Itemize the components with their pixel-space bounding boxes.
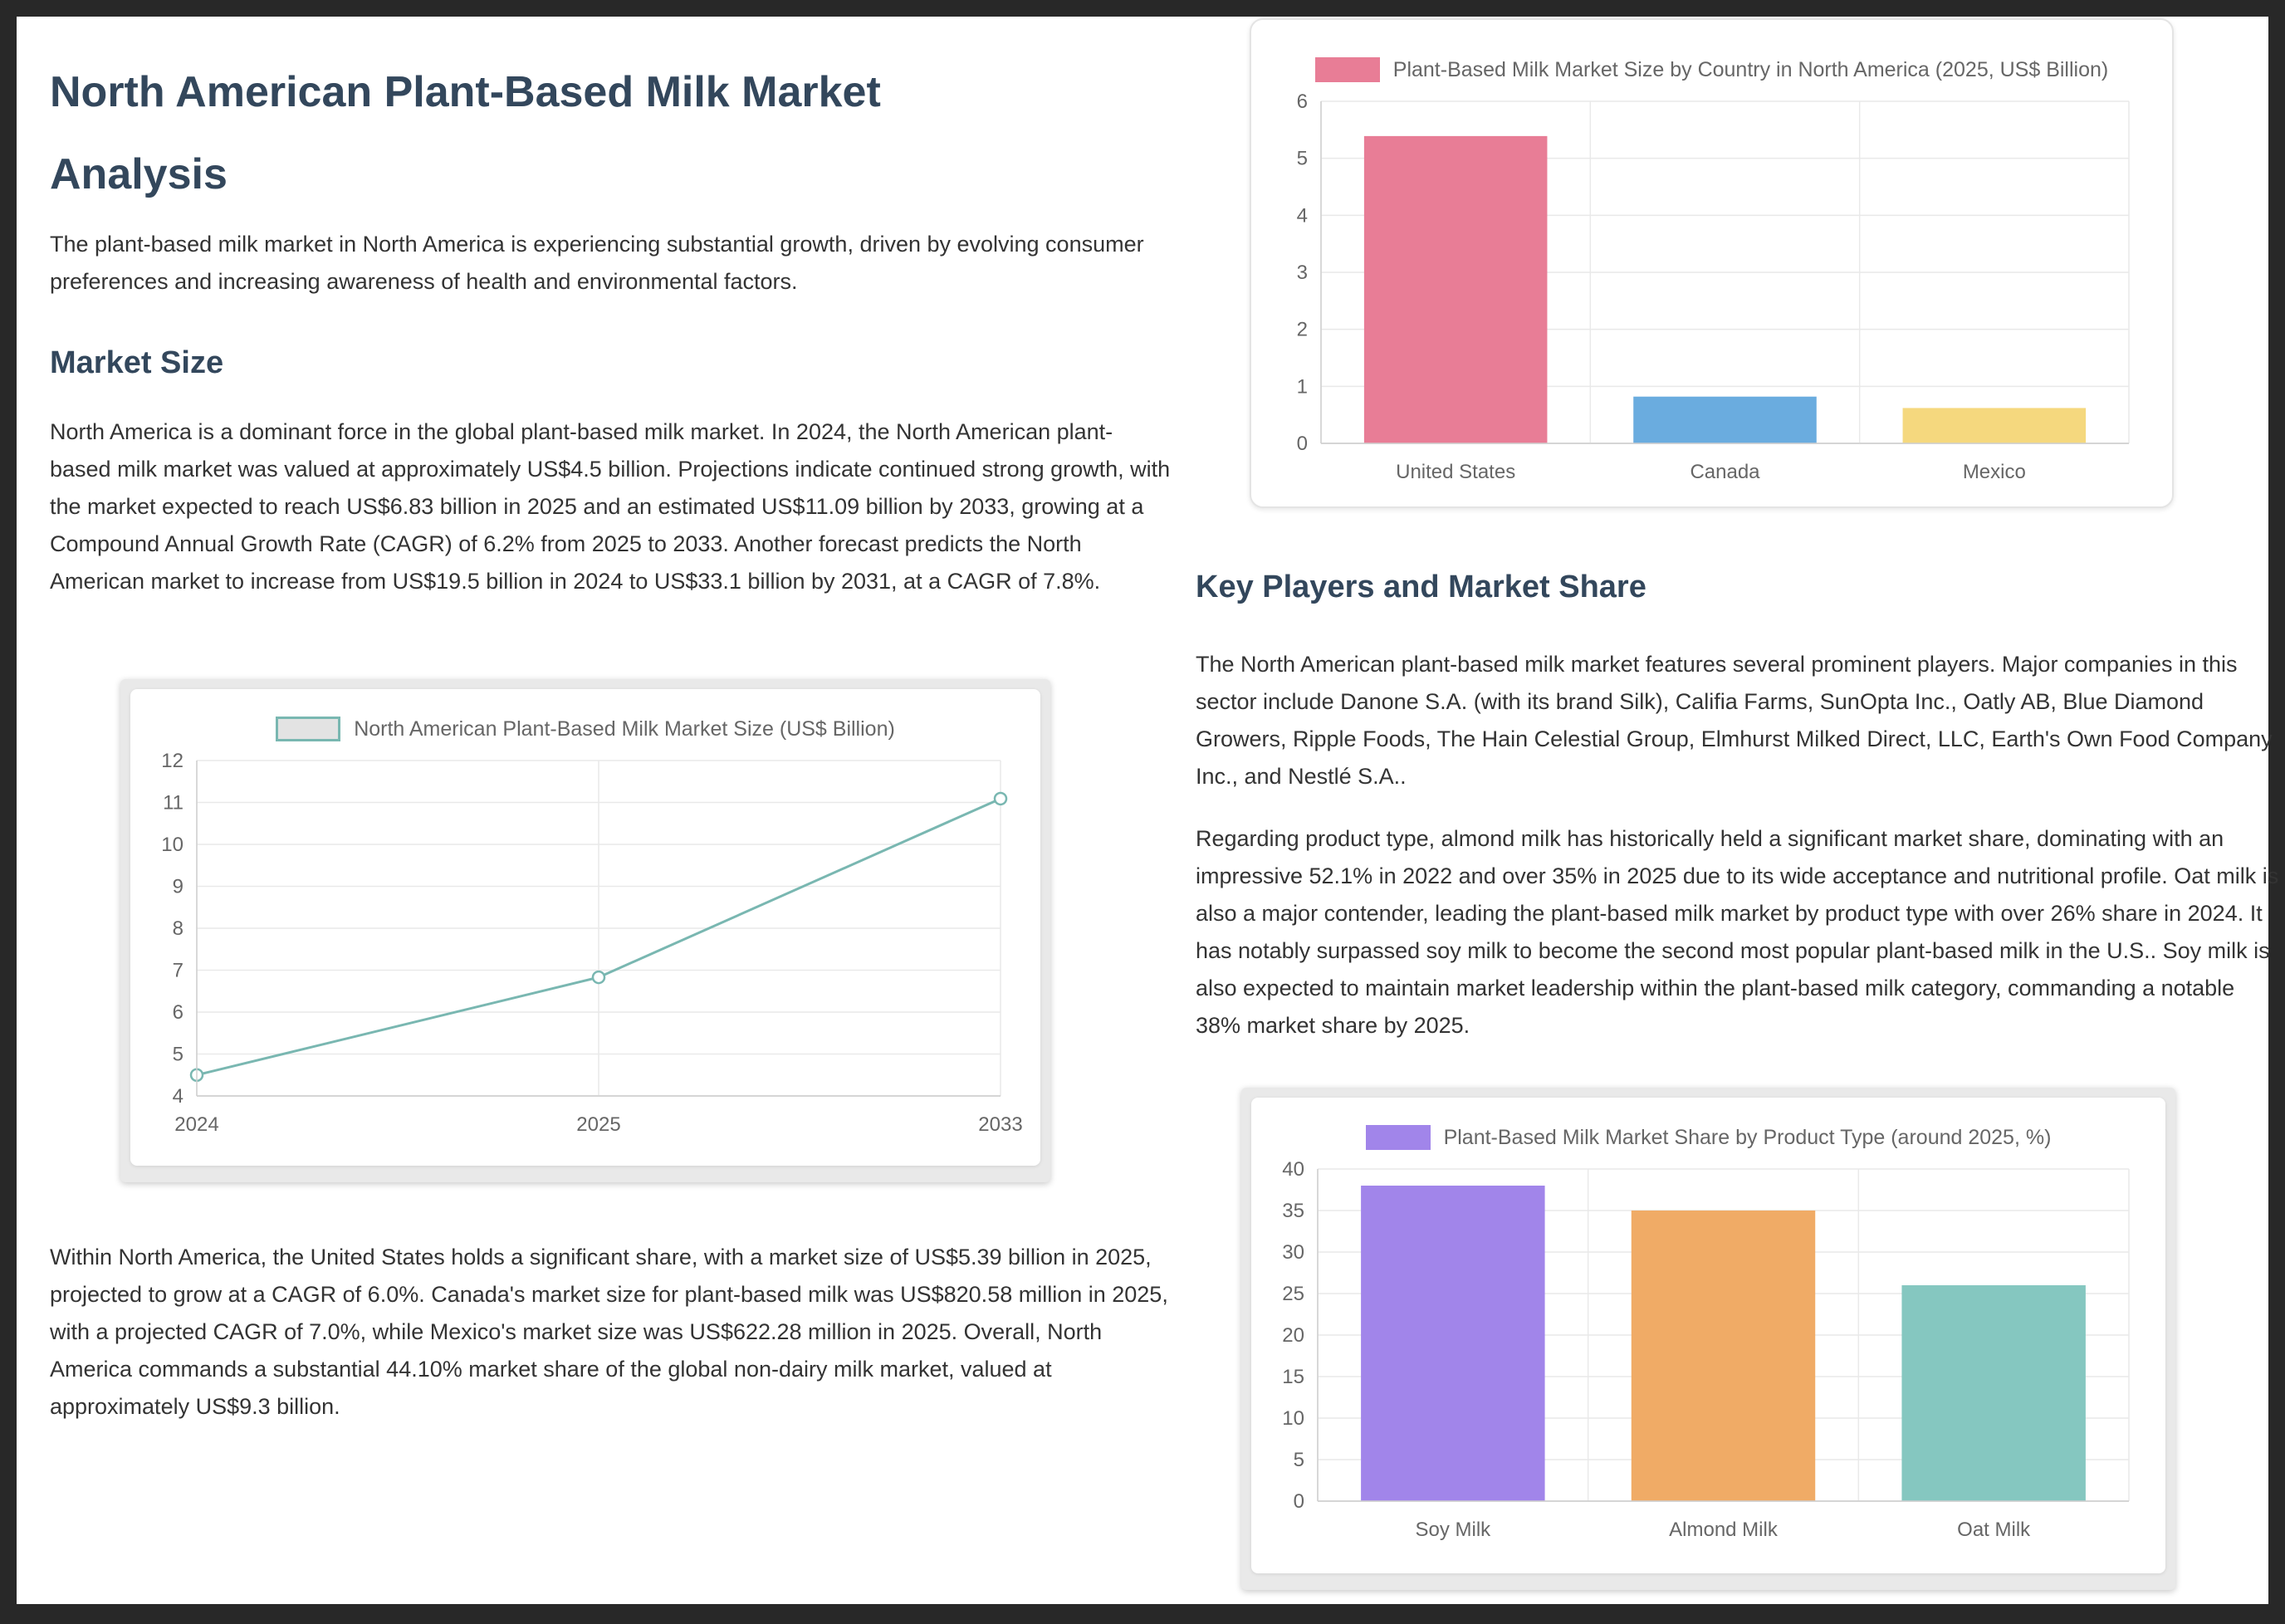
svg-text:35: 35	[1282, 1200, 1304, 1222]
svg-text:2024: 2024	[174, 1113, 218, 1136]
product-share-legend-swatch	[1365, 1125, 1431, 1150]
svg-text:1: 1	[1297, 375, 1308, 398]
svg-text:5: 5	[1297, 148, 1308, 170]
svg-text:3: 3	[1297, 262, 1308, 284]
svg-text:Canada: Canada	[1690, 461, 1760, 483]
svg-text:30: 30	[1282, 1241, 1304, 1264]
svg-text:Mexico: Mexico	[1963, 461, 2026, 483]
country-chart-legend[interactable]: Plant-Based Milk Market Size by Country …	[1265, 46, 2159, 93]
svg-text:40: 40	[1282, 1161, 1304, 1181]
page-title: North American Plant-Based Milk Market A…	[50, 68, 881, 198]
svg-text:United States: United States	[1396, 461, 1515, 483]
svg-text:10: 10	[1282, 1407, 1304, 1430]
svg-text:15: 15	[1282, 1366, 1304, 1388]
country-bar-chart-plot[interactable]: 0 1 2 3 4 5 6 United States Canada Mexico	[1265, 90, 2159, 490]
line-legend-label: North American Plant-Based Milk Market S…	[354, 717, 895, 741]
line-legend-swatch	[276, 717, 341, 741]
svg-text:25: 25	[1282, 1283, 1304, 1305]
svg-text:2: 2	[1297, 319, 1308, 341]
key-players-paragraph-1: The North American plant-based milk mark…	[1196, 652, 2273, 789]
intro-paragraph: The plant-based milk market in North Ame…	[50, 232, 1144, 294]
svg-text:4: 4	[173, 1085, 183, 1108]
svg-text:0: 0	[1297, 433, 1308, 455]
market-size-heading: Market Size	[50, 345, 224, 380]
country-legend-swatch	[1314, 57, 1380, 82]
product-share-bar-chart: Plant-Based Milk Market Share by Product…	[1251, 1098, 2165, 1573]
svg-text:6: 6	[173, 1001, 183, 1024]
svg-text:10: 10	[161, 834, 183, 856]
market-size-line-chart: North American Plant-Based Milk Market S…	[130, 689, 1040, 1166]
svg-text:Soy Milk: Soy Milk	[1415, 1519, 1491, 1541]
line-chart-legend[interactable]: North American Plant-Based Milk Market S…	[140, 706, 1030, 752]
line-chart-plot[interactable]: 4 5 6 7 8 9 10 11 12 2024 2025 2033	[140, 750, 1030, 1142]
market-size-paragraph-1: North America is a dominant force in the…	[50, 419, 1171, 594]
svg-text:2033: 2033	[978, 1113, 1022, 1136]
svg-text:4: 4	[1297, 204, 1308, 227]
svg-text:6: 6	[1297, 93, 1308, 113]
product-share-legend[interactable]: Plant-Based Milk Market Share by Product…	[1261, 1114, 2155, 1161]
svg-text:12: 12	[161, 752, 183, 772]
product-share-bar-chart-card: Plant-Based Milk Market Share by Product…	[1241, 1088, 2175, 1590]
svg-text:5: 5	[173, 1044, 183, 1066]
svg-text:Oat Milk: Oat Milk	[1957, 1519, 2031, 1541]
market-size-paragraph-2: Within North America, the United States …	[50, 1245, 1168, 1419]
svg-text:9: 9	[173, 876, 183, 898]
svg-text:11: 11	[163, 792, 183, 814]
svg-text:Almond Milk: Almond Milk	[1669, 1519, 1779, 1541]
country-legend-label: Plant-Based Milk Market Size by Country …	[1392, 57, 2109, 81]
svg-text:0: 0	[1294, 1490, 1304, 1513]
svg-text:2025: 2025	[576, 1113, 620, 1136]
svg-text:8: 8	[173, 917, 183, 940]
market-size-line-chart-card: North American Plant-Based Milk Market S…	[120, 679, 1050, 1182]
key-players-heading: Key Players and Market Share	[1196, 570, 1646, 604]
svg-text:7: 7	[173, 960, 183, 982]
product-share-legend-label: Plant-Based Milk Market Share by Product…	[1443, 1125, 2052, 1149]
country-bar-chart-card: Plant-Based Milk Market Size by Country …	[1250, 18, 2174, 508]
svg-text:20: 20	[1282, 1324, 1304, 1347]
key-players-paragraph-2: Regarding product type, almond milk has …	[1196, 826, 2279, 1038]
svg-text:5: 5	[1294, 1449, 1304, 1471]
report-page: North American Plant-Based Milk Market A…	[17, 17, 2278, 1604]
product-share-bar-chart-plot[interactable]: 0 5 10 15 20 25 30 35 40 Soy Milk Almond Milk Oat M…	[1261, 1158, 2159, 1548]
